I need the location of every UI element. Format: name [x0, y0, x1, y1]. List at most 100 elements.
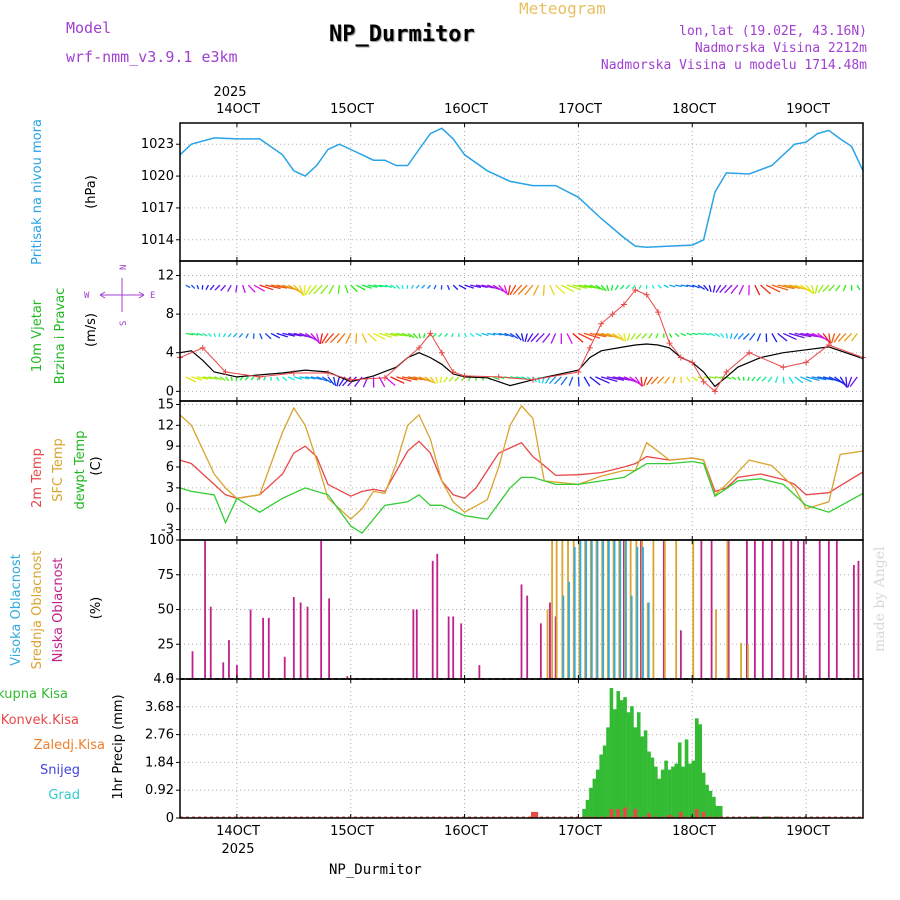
wind-barb-2 — [614, 284, 619, 291]
wind-barb-2 — [464, 284, 474, 289]
temp-title-dew: dewpt Temp — [73, 430, 88, 509]
y-tick-label: 1014 — [141, 233, 174, 248]
wind-barb-1 — [498, 332, 509, 337]
wind-barb-1 — [418, 333, 421, 339]
wind-barb-1 — [578, 332, 593, 341]
precip-total-bar — [602, 745, 607, 818]
wind-gust-marker — [677, 354, 684, 361]
wind-barb-1 — [520, 333, 524, 342]
wind-barb-1 — [384, 332, 398, 337]
wind-barb-2 — [760, 284, 771, 295]
wind-barb-0 — [731, 376, 737, 381]
precip-total-bar — [674, 763, 679, 818]
wind-barb-2 — [298, 284, 304, 296]
wind-barb-1 — [542, 333, 551, 344]
precip-total-bar — [664, 760, 668, 818]
wind-barb-0 — [336, 376, 340, 387]
wind-gust-marker — [529, 376, 536, 383]
wind-barb-1 — [749, 333, 756, 341]
precip-total-bar — [647, 751, 651, 818]
wind-barb-2 — [313, 284, 323, 295]
wind-barb-2 — [777, 284, 795, 290]
wind-barb-2 — [692, 284, 701, 289]
precip-total-bar — [671, 766, 675, 818]
compass-west: W — [84, 291, 90, 301]
temp-sfc-line — [179, 404, 864, 520]
wind-barb-0 — [235, 376, 238, 381]
wind-barb-1 — [623, 333, 627, 342]
precip-conv-bar — [695, 808, 699, 818]
wind-barb-0 — [185, 376, 197, 383]
wind-barb-0 — [606, 376, 625, 381]
wind-barb-1 — [550, 333, 557, 344]
wind-barb-1 — [401, 332, 412, 338]
y-tick-label: 100 — [149, 533, 174, 548]
wind-barb-1 — [617, 333, 625, 342]
precip-total-bar — [657, 778, 662, 818]
wind-barb-2 — [185, 284, 191, 289]
precip-legend-frozen: Zaledj.Kisa — [34, 738, 105, 753]
temp-dewpoint-line — [179, 460, 864, 534]
wind-gust-marker — [825, 342, 832, 348]
wind-barb-1 — [530, 332, 540, 343]
precip-conv-bar — [623, 807, 627, 818]
precip-legend-snow: Snijeg — [40, 763, 80, 778]
wind-barb-2 — [367, 284, 378, 288]
wind-barb-1 — [783, 332, 797, 341]
wind-barb-0 — [847, 376, 853, 388]
wind-barb-0 — [800, 376, 812, 383]
wind-barb-0 — [287, 376, 296, 381]
precip-total-bar — [633, 727, 638, 818]
wind-barb-2 — [320, 284, 329, 295]
wind-barb-2 — [406, 285, 409, 289]
wind-gust-marker — [199, 344, 206, 351]
wind-barb-1 — [185, 332, 194, 336]
wind-barb-0 — [327, 376, 335, 386]
wind-barb-0 — [239, 376, 244, 381]
wind-barb-0 — [709, 376, 716, 379]
wind-barb-1 — [720, 333, 725, 339]
wind-gust-marker — [427, 330, 434, 337]
wind-barb-0 — [439, 376, 443, 384]
y-tick-label: 0 — [166, 672, 174, 687]
wind-barb-1 — [207, 332, 212, 338]
wind-barb-2 — [828, 284, 836, 292]
wind-barb-0 — [805, 376, 820, 382]
top-day-label: 16OCT — [444, 102, 488, 117]
wind-barb-2 — [561, 284, 575, 293]
y-tick-label: 9 — [166, 439, 174, 454]
wind-barb-0 — [601, 376, 618, 382]
temp-2m-line — [179, 440, 864, 500]
wind-barb-0 — [250, 376, 255, 381]
wind-barb-0 — [714, 376, 722, 379]
top-day-label: 15OCT — [330, 102, 374, 117]
precip-total-bar — [599, 754, 603, 818]
wind-barb-2 — [259, 284, 274, 291]
wind-barb-1 — [851, 333, 858, 342]
compass-arrows-icon — [99, 278, 145, 312]
precip-conv-bar — [633, 808, 638, 818]
wind-gust-marker — [256, 373, 263, 380]
precip-total-bar — [616, 691, 621, 818]
wind-barb-1 — [635, 332, 642, 340]
wind-gust-marker — [495, 373, 502, 380]
wind-barb-2 — [433, 284, 437, 290]
y-tick-label: 6 — [166, 460, 174, 475]
wind-barb-2 — [458, 284, 467, 290]
wind-barb-2 — [410, 284, 414, 289]
wind-barb-0 — [794, 376, 804, 384]
wind-barb-2 — [686, 284, 695, 288]
wind-barb-1 — [737, 332, 744, 340]
wind-barb-2 — [253, 284, 266, 292]
precip-total-bar — [626, 712, 631, 818]
wind-gust-marker — [450, 369, 457, 376]
wind-barb-0 — [680, 376, 683, 384]
y-tick-label: 1.84 — [145, 755, 174, 770]
precip-total-bar — [698, 724, 703, 818]
wind-gust-marker — [416, 344, 423, 351]
wind-barb-0 — [595, 376, 610, 384]
wind-barb-0 — [560, 376, 568, 386]
wind-barb-1 — [355, 333, 358, 344]
wind-barb-1 — [324, 332, 335, 344]
wind-barb-2 — [657, 284, 662, 289]
